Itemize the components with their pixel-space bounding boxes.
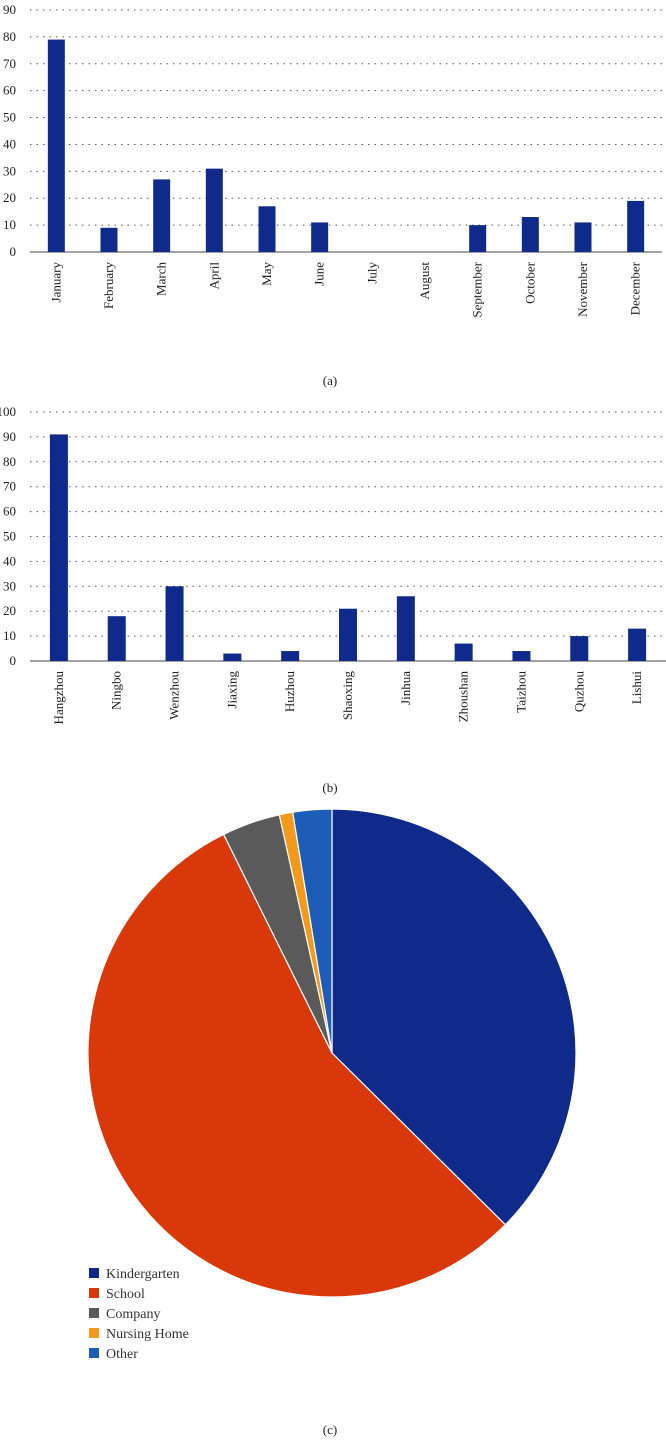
y-tick-label: 20: [3, 603, 16, 618]
bar: [165, 586, 184, 661]
y-tick-label: 90: [3, 429, 16, 444]
x-tick-label: June: [312, 262, 327, 286]
bar: [223, 653, 242, 661]
chart-a-gridlines: [30, 9, 662, 253]
y-tick-label: 70: [3, 479, 16, 494]
bar: [396, 596, 415, 661]
x-tick-label: January: [48, 262, 63, 303]
chart-c-legend: Kindergarten School Company Nursing Home Oth…: [89, 1267, 189, 1362]
bar: [339, 608, 357, 661]
x-tick-label: Quzhou: [571, 671, 586, 713]
bar: [107, 616, 126, 661]
y-tick-label: 10: [3, 628, 16, 643]
bar: [627, 200, 645, 252]
y-tick-label: 40: [3, 553, 16, 568]
x-tick-label: Ningbo: [109, 671, 124, 710]
x-tick-label: October: [522, 261, 537, 304]
x-tick-label: December: [628, 261, 643, 315]
y-tick-label: 30: [3, 578, 16, 593]
y-tick-label: 20: [3, 190, 16, 205]
bar: [205, 168, 223, 252]
x-tick-label: November: [575, 261, 590, 317]
bar: [47, 39, 65, 253]
x-tick-label: Wenzhou: [167, 671, 182, 720]
y-tick-label: 10: [3, 217, 16, 232]
x-tick-label: April: [206, 262, 221, 290]
chart-a-y-ticks: 0 10 20 30 40 50 60 70 80 90: [3, 2, 16, 259]
chart-c-slices: [87, 808, 577, 1298]
legend-swatch: [89, 1348, 99, 1358]
legend-label: Nursing Home: [106, 1327, 189, 1342]
legend-swatch: [89, 1268, 99, 1278]
legend-label: Company: [106, 1307, 160, 1322]
bar: [574, 222, 592, 252]
bar: [454, 643, 473, 661]
x-tick-label: Shaoxing: [340, 671, 355, 721]
bar: [49, 434, 68, 661]
y-tick-label: 30: [3, 163, 16, 178]
bar: [311, 222, 329, 252]
bar: [153, 179, 171, 252]
monthly-bar-chart: 0 10 20 30 40 50 60 70 80 90 January February March…: [3, 2, 662, 388]
x-tick-label: February: [101, 262, 116, 309]
x-tick-label: Jinhua: [398, 671, 413, 705]
x-tick-label: July: [364, 262, 379, 284]
legend-label: Kindergarten: [106, 1267, 180, 1282]
chart-b-bars: [49, 434, 647, 661]
chart-a-x-labels: January February March April May June July Augu…: [48, 261, 642, 317]
pie-slice: [87, 833, 507, 1298]
y-tick-label: 70: [3, 56, 16, 71]
bar: [512, 651, 531, 661]
y-tick-label: 80: [3, 454, 16, 469]
bar: [281, 651, 300, 661]
x-tick-label: Huzhou: [282, 671, 297, 713]
pie-slice: [292, 808, 333, 1054]
x-tick-label: Hangzhou: [51, 671, 66, 725]
y-tick-label: 50: [3, 529, 16, 544]
x-tick-label: May: [259, 262, 274, 286]
bar: [521, 217, 539, 252]
legend-label: School: [106, 1287, 145, 1302]
chart-c-caption: (c): [323, 1422, 337, 1437]
y-tick-label: 60: [3, 504, 16, 519]
bar: [570, 636, 589, 661]
x-tick-label: Taizhou: [513, 671, 528, 713]
y-tick-label: 50: [3, 110, 16, 125]
bar: [628, 628, 647, 661]
x-tick-label: March: [154, 262, 169, 296]
y-tick-label: 0: [10, 653, 17, 668]
x-tick-label: Zhoushan: [456, 671, 471, 723]
legend-label: Other: [106, 1347, 138, 1362]
x-tick-label: Lishui: [629, 671, 644, 705]
pie-slice: [331, 808, 577, 1226]
bar: [100, 227, 118, 252]
bar: [258, 206, 276, 252]
chart-b-y-ticks: 0 10 20 30 40 50 60 70 80 90 100: [0, 404, 16, 668]
bar: [469, 225, 487, 252]
x-tick-label: Jiaxing: [224, 671, 239, 709]
x-tick-label: August: [417, 262, 432, 300]
y-tick-label: 100: [0, 404, 16, 419]
y-tick-label: 60: [3, 83, 16, 98]
x-tick-label: September: [470, 261, 485, 317]
chart-a-bars: [47, 39, 645, 253]
y-tick-label: 80: [3, 29, 16, 44]
city-bar-chart: 0 10 20 30 40 50 60 70 80 90 100 Hangzhou Ningbo Wen…: [0, 404, 666, 795]
y-tick-label: 0: [10, 244, 17, 259]
y-tick-label: 40: [3, 136, 16, 151]
chart-b-caption: (b): [322, 780, 337, 795]
chart-b-x-labels: Hangzhou Ningbo Wenzhou Jiaxing Huzhou Shaoxi…: [51, 671, 644, 725]
legend-swatch: [89, 1308, 99, 1318]
category-pie-chart: Kindergarten School Company Nursing Home Oth…: [87, 808, 577, 1437]
chart-a-caption: (a): [323, 373, 337, 388]
legend-swatch: [89, 1328, 99, 1338]
legend-swatch: [89, 1288, 99, 1298]
y-tick-label: 90: [3, 2, 16, 17]
